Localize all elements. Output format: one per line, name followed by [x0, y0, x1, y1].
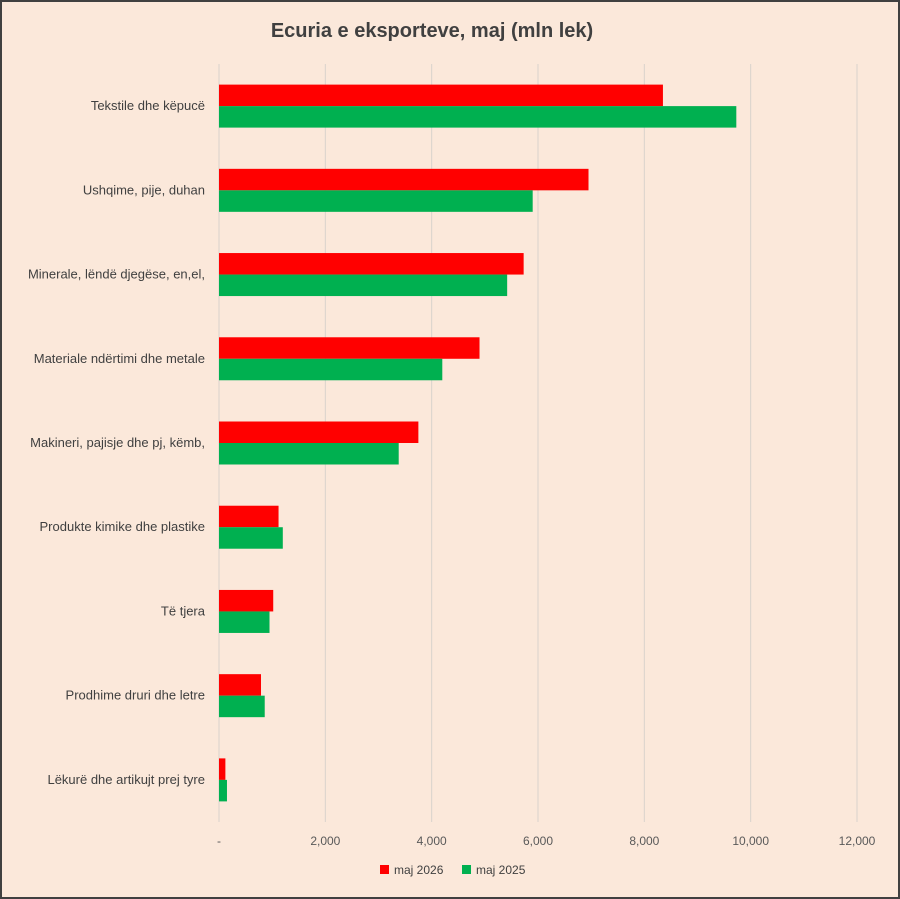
chart-title: Ecuria e eksporteve, maj (mln lek)	[270, 20, 594, 42]
bar-series-2	[219, 358, 443, 381]
bar-series-1	[219, 168, 589, 191]
bar-series-2	[219, 779, 227, 802]
bar-series-2	[219, 274, 508, 297]
bar-series-1	[219, 337, 480, 359]
category-label: Produkte kimike dhe plastike	[40, 519, 205, 534]
category-label: Të tjera	[161, 603, 206, 618]
x-tick-label: 10,000	[732, 834, 769, 848]
category-label: Lëkurë dhe artikujt prej tyre	[47, 772, 205, 787]
bar-series-2	[219, 190, 533, 212]
category-label: Makineri, pajisje dhe pj, këmb,	[30, 435, 205, 450]
bar-series-2	[219, 106, 737, 128]
category-label: Tekstile dhe këpucë	[91, 98, 205, 113]
x-tick-label: 6,000	[523, 834, 553, 848]
category-label: Materiale ndërtimi dhe metale	[34, 351, 205, 366]
bar-series-1	[219, 421, 419, 443]
legend-swatch	[380, 865, 389, 874]
bar-series-2	[219, 527, 283, 549]
x-tick-label: 2,000	[310, 834, 340, 848]
x-tick-label: 12,000	[839, 834, 876, 848]
bar-series-2	[219, 611, 270, 633]
bar-series-2	[219, 443, 399, 465]
x-tick-label: -	[217, 834, 221, 848]
legend-swatch	[462, 865, 471, 874]
bar-series-1	[219, 674, 262, 696]
category-label: Prodhime druri dhe letre	[66, 688, 205, 703]
x-tick-label: 4,000	[417, 834, 447, 848]
bar-series-1	[219, 253, 524, 275]
bar-series-1	[219, 758, 226, 780]
x-tick-label: 8,000	[629, 834, 659, 848]
bar-series-2	[219, 695, 265, 718]
legend-label: maj 2026	[394, 863, 444, 877]
bar-series-1	[219, 84, 663, 107]
category-label: Ushqime, pije, duhan	[83, 182, 205, 197]
bar-series-1	[219, 589, 274, 612]
legend-label: maj 2025	[476, 863, 526, 877]
bar-series-1	[219, 505, 279, 528]
category-label: Minerale, lëndë djegëse, en,el,	[28, 267, 205, 282]
